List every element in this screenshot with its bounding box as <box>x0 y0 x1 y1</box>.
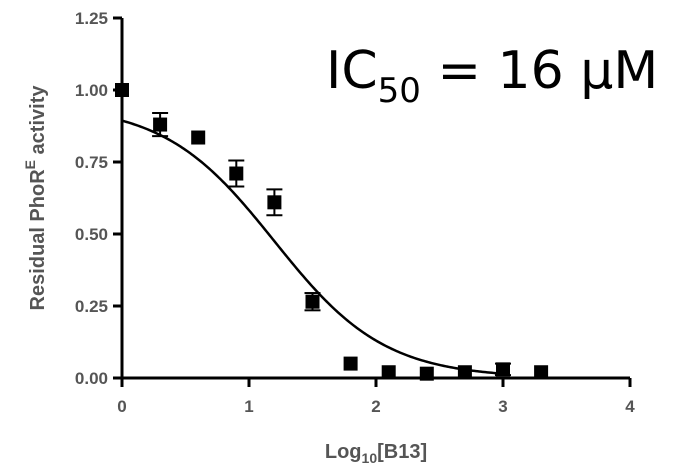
y-tick-label: 0.50 <box>75 225 108 244</box>
y-tick-label: 0.00 <box>75 369 108 388</box>
y-tick-label: 1.25 <box>75 9 108 28</box>
ic50-annotation: IC50 = 16 µM <box>326 41 658 111</box>
data-point <box>229 166 244 181</box>
y-axis-ticks: 0.00 0.25 0.50 0.75 1.00 1.25 <box>75 9 122 388</box>
y-tick-label: 1.00 <box>75 81 108 100</box>
x-tick-label: 3 <box>498 397 507 416</box>
data-point <box>191 130 206 145</box>
x-axis-ticks: 0 1 2 3 4 <box>117 378 635 416</box>
data-point <box>305 294 320 309</box>
y-tick-label: 0.75 <box>75 153 108 172</box>
y-tick-label: 0.25 <box>75 297 108 316</box>
data-point <box>419 366 434 381</box>
data-point <box>343 356 358 371</box>
x-tick-label: 1 <box>244 397 253 416</box>
x-axis-title: Log10[B13] <box>325 441 427 466</box>
x-tick-label: 4 <box>625 397 635 416</box>
data-point <box>267 195 282 210</box>
data-point <box>153 117 168 132</box>
y-axis-title: Residual PhoRE activity <box>22 85 49 311</box>
data-point <box>534 365 549 380</box>
x-tick-label: 0 <box>117 397 126 416</box>
data-point <box>457 365 472 380</box>
data-point <box>381 365 396 380</box>
fit-curve <box>121 119 504 375</box>
x-tick-label: 2 <box>371 397 380 416</box>
data-point <box>496 362 510 377</box>
data-points <box>115 83 549 381</box>
data-point <box>115 83 129 97</box>
